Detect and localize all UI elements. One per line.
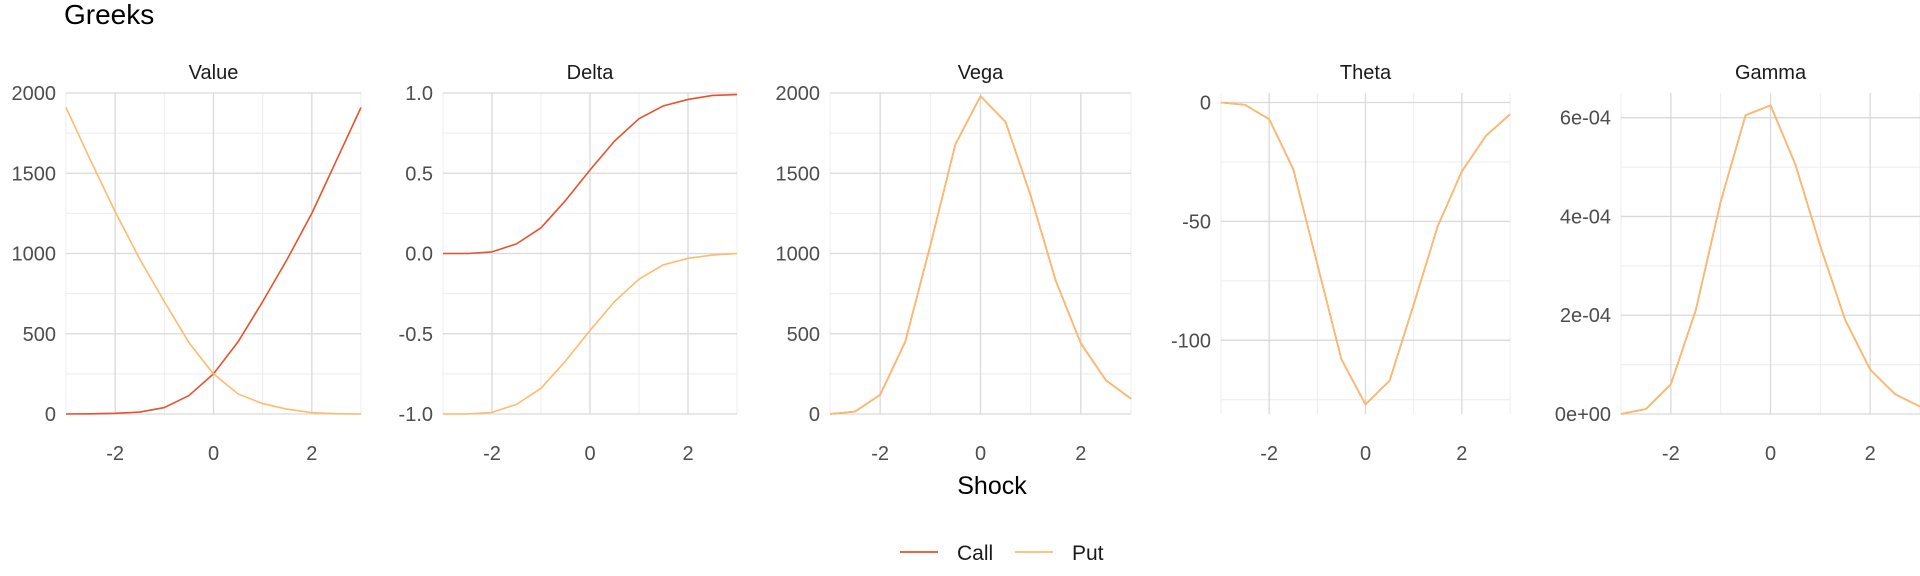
x-tick-label: 0 (1360, 443, 1371, 465)
y-tick-label: 0.5 (405, 163, 433, 185)
y-tick-label: 2e-04 (1560, 305, 1611, 327)
panel-title: Vega (958, 62, 1004, 84)
series-line-put (443, 252, 738, 415)
x-tick-label: 0 (975, 443, 986, 465)
panel-title: Delta (567, 62, 615, 84)
panel-delta: -2 0 2 -1.0 -0.5 0.0 0.5 1.0 Delta (399, 62, 738, 465)
x-tick-label: 2 (682, 443, 693, 465)
series-line-put (829, 95, 1132, 415)
panel-title: Theta (1340, 62, 1392, 84)
legend-label-call: Call (957, 542, 993, 565)
y-tick-label: 1.0 (405, 83, 433, 105)
y-tick-label: 1000 (776, 244, 821, 266)
x-tick-label: -2 (483, 443, 501, 465)
y-tick-label: 6e-04 (1560, 108, 1611, 130)
panel-theta: -2 0 2 -100 -50 0 Theta (1171, 62, 1511, 465)
y-tick-label: 0 (809, 404, 820, 426)
x-tick-label: 0 (584, 443, 595, 465)
x-tick-label: -2 (106, 443, 124, 465)
panel-value: -2 0 2 0 500 1000 1500 2000 Value (12, 62, 362, 465)
y-tick-label: 4e-04 (1560, 206, 1611, 228)
legend: Call Put (900, 542, 1104, 565)
panel-vega: -2 0 2 0 500 1000 1500 2000 Vega (776, 62, 1132, 465)
y-tick-label: 0.0 (405, 244, 433, 266)
chart-title: Greeks (64, 0, 154, 30)
x-tick-label: 2 (1075, 443, 1086, 465)
x-tick-label: -2 (871, 443, 889, 465)
series-line-call (443, 93, 738, 255)
y-tick-label: 2000 (12, 83, 57, 105)
y-tick-label: 500 (23, 324, 56, 346)
x-tick-label: 2 (1456, 443, 1467, 465)
y-tick-label: 2000 (776, 83, 821, 105)
x-tick-label: 0 (208, 443, 219, 465)
panel-title: Value (189, 62, 239, 84)
y-tick-label: -50 (1182, 211, 1211, 233)
y-tick-label: 1000 (12, 244, 57, 266)
x-tick-label: 0 (1765, 443, 1776, 465)
y-tick-label: 1500 (776, 163, 821, 185)
x-tick-label: -2 (1662, 443, 1680, 465)
legend-label-put: Put (1072, 542, 1104, 565)
series-line-put (1620, 104, 1920, 415)
x-tick-label: 2 (306, 443, 317, 465)
y-tick-label: -0.5 (399, 324, 433, 346)
x-axis-label: Shock (957, 472, 1027, 500)
y-tick-label: 500 (787, 324, 820, 346)
y-tick-label: 0 (45, 404, 56, 426)
y-tick-label: 0e+00 (1555, 404, 1611, 426)
series-line-put (1220, 101, 1511, 406)
panel-title: Gamma (1735, 62, 1807, 84)
x-tick-label: -2 (1260, 443, 1278, 465)
y-tick-label: 1500 (12, 163, 57, 185)
y-tick-label: -1.0 (399, 404, 433, 426)
x-tick-label: 2 (1865, 443, 1876, 465)
y-tick-label: 0 (1200, 93, 1211, 115)
series-line-put (65, 107, 362, 415)
y-tick-label: -100 (1171, 330, 1211, 352)
panel-gamma: -2 0 2 0e+00 2e-04 4e-04 6e-04 Gamma (1555, 62, 1920, 465)
